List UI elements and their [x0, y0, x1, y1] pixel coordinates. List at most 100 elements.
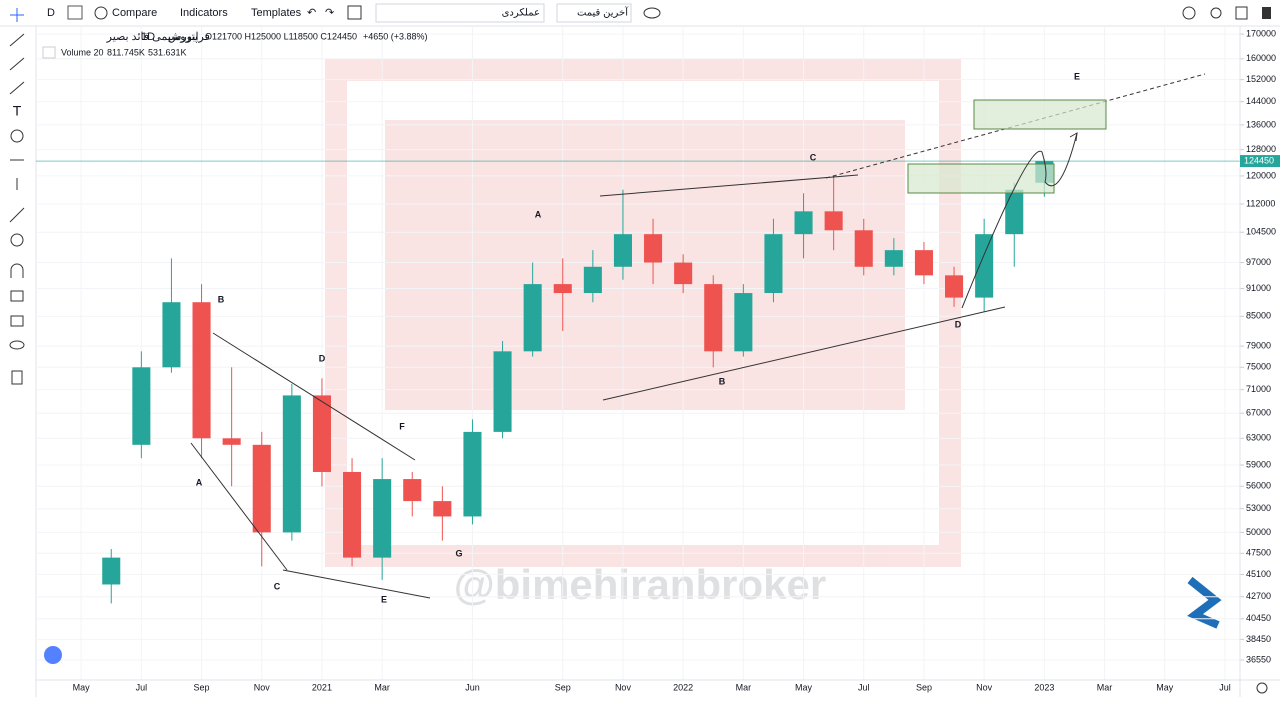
y-tick-label: 47500 [1246, 548, 1271, 558]
candle-body [433, 501, 452, 517]
settings-button[interactable] [1182, 6, 1196, 20]
lock-tool[interactable] [10, 315, 24, 327]
brush-tool[interactable] [9, 81, 25, 95]
logo [1187, 576, 1222, 629]
candle-body [403, 479, 422, 502]
candle-body [734, 293, 753, 352]
last-price-tag [1240, 155, 1280, 168]
undo-button[interactable]: ↶ [307, 7, 316, 19]
pattern-tool[interactable] [10, 129, 24, 143]
drawings [190, 73, 1206, 599]
hide-tool[interactable] [9, 340, 25, 350]
wave-label: C [810, 152, 817, 162]
y-tick-label: 42700 [1246, 591, 1271, 601]
templates-button[interactable]: Templates [251, 7, 302, 19]
wave-label: G [455, 548, 462, 558]
chart-style-icon[interactable] [67, 5, 83, 20]
target-box [907, 163, 1055, 194]
search-text: عملکردی [502, 8, 540, 19]
x-tick-label: 2023 [1034, 682, 1054, 692]
y-tick-label: 40450 [1246, 613, 1271, 623]
wave-label: D [955, 319, 962, 329]
y-tick-label: 136000 [1246, 119, 1276, 129]
change: +4650 (+3.88%) [363, 31, 428, 41]
candle-body [884, 250, 903, 267]
zoom-tool[interactable] [10, 233, 24, 247]
collapse-button[interactable] [42, 46, 56, 59]
candle-body [764, 234, 783, 294]
y-tick-label: 85000 [1246, 311, 1271, 321]
volume-label: Volume 20 [61, 47, 104, 57]
candle-body [523, 284, 542, 352]
arrow-head [1069, 132, 1078, 142]
text-tool[interactable]: T [13, 103, 22, 119]
y-tick-label: 79000 [1246, 341, 1271, 351]
trendline [602, 306, 1006, 401]
candle-body [252, 444, 271, 533]
indicators-button[interactable]: Indicators [180, 7, 228, 19]
candle-body [674, 262, 693, 285]
wave-label: F [399, 421, 405, 431]
wave-label: C [274, 581, 281, 591]
share-button[interactable] [1210, 7, 1222, 19]
price-type-select[interactable] [556, 3, 632, 23]
x-tick-label: Mar [1097, 682, 1113, 692]
eye-button[interactable] [643, 7, 661, 19]
y-tick-label: 144000 [1246, 96, 1276, 106]
candle-body [162, 302, 181, 368]
interval-button[interactable]: D [47, 7, 55, 19]
axis-settings[interactable] [1256, 682, 1268, 694]
x-tick-label: Mar [374, 682, 390, 692]
candle-body [1005, 189, 1024, 235]
trendline-tool[interactable] [9, 33, 25, 47]
ruler-tool[interactable] [9, 207, 25, 223]
y-tick-label: 71000 [1246, 384, 1271, 394]
magnet-tool[interactable] [10, 263, 24, 278]
candle-body [794, 211, 813, 235]
candle-body [854, 230, 873, 267]
fib-tool[interactable] [9, 57, 25, 71]
y-tick-label: 128000 [1246, 144, 1276, 154]
candle-body [945, 275, 964, 298]
volume-ma: 531.631K [148, 47, 187, 57]
y-tick-label: 75000 [1246, 362, 1271, 372]
y-tick-label: 97000 [1246, 257, 1271, 267]
compare-button[interactable]: Compare [112, 7, 157, 19]
watermark: @bimehiranbroker [325, 59, 961, 608]
x-tick-label: May [1156, 682, 1174, 692]
search-box[interactable] [375, 3, 545, 23]
y-tick-label: 56000 [1246, 481, 1271, 491]
trendline [212, 332, 416, 461]
watermark-text: @bimehiranbroker [454, 561, 826, 608]
candle-body [282, 395, 301, 533]
wave-label: A [535, 209, 542, 219]
y-tick-label: 53000 [1246, 503, 1271, 513]
candle-body [553, 284, 572, 294]
y-tick-label: 112000 [1246, 198, 1275, 208]
trendline [282, 569, 431, 599]
candle-body [914, 250, 933, 276]
x-tick-label: May [73, 682, 91, 692]
last-price-label: 124450 [1244, 155, 1274, 165]
ohlc: O121700 H125000 L118500 C124450 [205, 31, 357, 41]
plot: 36550 38450 40450 42700 45100 47500 50000 53000… [36, 26, 1276, 692]
y-tick-label: 45100 [1246, 569, 1271, 579]
wave-label: E [1074, 71, 1080, 81]
cloud-button[interactable] [44, 646, 62, 664]
redo-button[interactable]: ↷ [325, 7, 334, 19]
wave-label: E [381, 594, 387, 604]
top-toolbar: D Compare Indicators Templates ↶ ↷ عملکر… [0, 3, 1280, 27]
x-tick-label: Jul [1219, 682, 1231, 692]
y-tick-label: 67000 [1246, 408, 1271, 418]
fullscreen-button[interactable] [347, 5, 362, 20]
trash-tool[interactable] [11, 370, 23, 385]
candle-body [704, 284, 723, 352]
compare-icon[interactable] [94, 6, 108, 20]
delete-button[interactable] [1262, 7, 1271, 19]
candle-body [102, 557, 121, 585]
lock-drawing-tool[interactable] [10, 290, 24, 302]
x-tick-label: Nov [615, 682, 632, 692]
y-tick-label: 38450 [1246, 634, 1271, 644]
save-button[interactable] [1235, 6, 1248, 20]
x-tick-label: Sep [194, 682, 210, 692]
